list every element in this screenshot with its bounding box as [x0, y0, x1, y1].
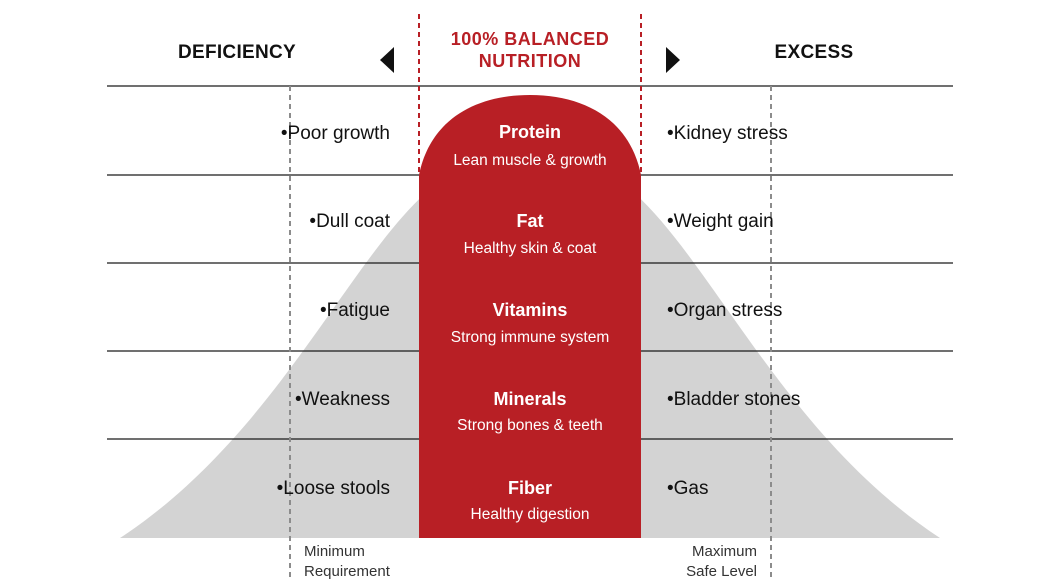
excess-heading: EXCESS [775, 42, 854, 63]
minimum-requirement-label-line2: Requirement [304, 563, 391, 580]
excess-item: •Weight gain [667, 211, 774, 232]
nutrient-benefit: Healthy digestion [471, 506, 590, 523]
excess-item: •Bladder stones [667, 389, 800, 410]
balanced-nutrition-column [419, 95, 641, 538]
triangle-right-icon [666, 47, 680, 73]
nutrient-name: Minerals [493, 389, 566, 409]
nutrient-name: Protein [499, 122, 561, 142]
nutrient-name: Fat [517, 211, 544, 231]
excess-item: •Kidney stress [667, 123, 788, 144]
excess-item: •Gas [667, 478, 709, 499]
nutrient-benefit: Strong immune system [451, 329, 610, 346]
maximum-safe-level-label-line1: Maximum [692, 543, 757, 560]
nutrient-name: Fiber [508, 478, 552, 498]
maximum-safe-level-label-line2: Safe Level [686, 563, 757, 580]
deficiency-item: •Dull coat [309, 211, 390, 232]
excess-item: •Organ stress [667, 300, 782, 321]
balanced-heading-line2: NUTRITION [479, 51, 582, 71]
nutrient-name: Vitamins [493, 300, 568, 320]
triangle-left-icon [380, 47, 394, 73]
deficiency-item: •Weakness [295, 389, 390, 410]
nutrient-benefit: Strong bones & teeth [457, 417, 603, 434]
nutrient-benefit: Healthy skin & coat [464, 240, 597, 257]
deficiency-item: •Loose stools [277, 478, 390, 499]
deficiency-item: •Poor growth [281, 123, 390, 144]
deficiency-item: •Fatigue [320, 300, 390, 321]
balanced-heading-line1: 100% BALANCED [451, 29, 610, 49]
nutrient-benefit: Lean muscle & growth [453, 152, 606, 169]
minimum-requirement-label-line1: Minimum [304, 543, 365, 560]
deficiency-heading: DEFICIENCY [178, 42, 296, 63]
